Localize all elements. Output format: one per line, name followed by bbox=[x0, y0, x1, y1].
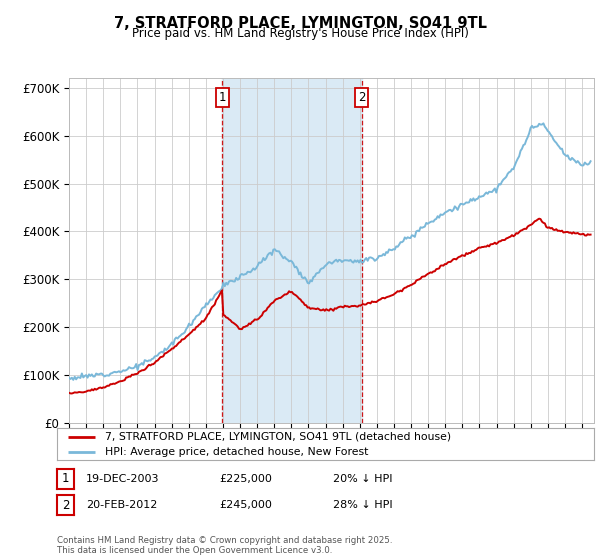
Text: 20% ↓ HPI: 20% ↓ HPI bbox=[333, 474, 392, 484]
Text: Price paid vs. HM Land Registry's House Price Index (HPI): Price paid vs. HM Land Registry's House … bbox=[131, 27, 469, 40]
Text: 2: 2 bbox=[358, 91, 365, 104]
Text: 20-FEB-2012: 20-FEB-2012 bbox=[86, 500, 157, 510]
Bar bbox=[223, 78, 362, 423]
Text: 1: 1 bbox=[218, 91, 226, 104]
Text: £225,000: £225,000 bbox=[219, 474, 272, 484]
Text: 28% ↓ HPI: 28% ↓ HPI bbox=[333, 500, 392, 510]
Text: 7, STRATFORD PLACE, LYMINGTON, SO41 9TL (detached house): 7, STRATFORD PLACE, LYMINGTON, SO41 9TL … bbox=[106, 432, 451, 442]
Text: Contains HM Land Registry data © Crown copyright and database right 2025.
This d: Contains HM Land Registry data © Crown c… bbox=[57, 536, 392, 556]
Text: 7, STRATFORD PLACE, LYMINGTON, SO41 9TL: 7, STRATFORD PLACE, LYMINGTON, SO41 9TL bbox=[113, 16, 487, 31]
Text: £245,000: £245,000 bbox=[219, 500, 272, 510]
Text: 2: 2 bbox=[62, 498, 69, 512]
Text: 19-DEC-2003: 19-DEC-2003 bbox=[86, 474, 160, 484]
Text: HPI: Average price, detached house, New Forest: HPI: Average price, detached house, New … bbox=[106, 447, 369, 457]
Text: 1: 1 bbox=[62, 472, 69, 486]
